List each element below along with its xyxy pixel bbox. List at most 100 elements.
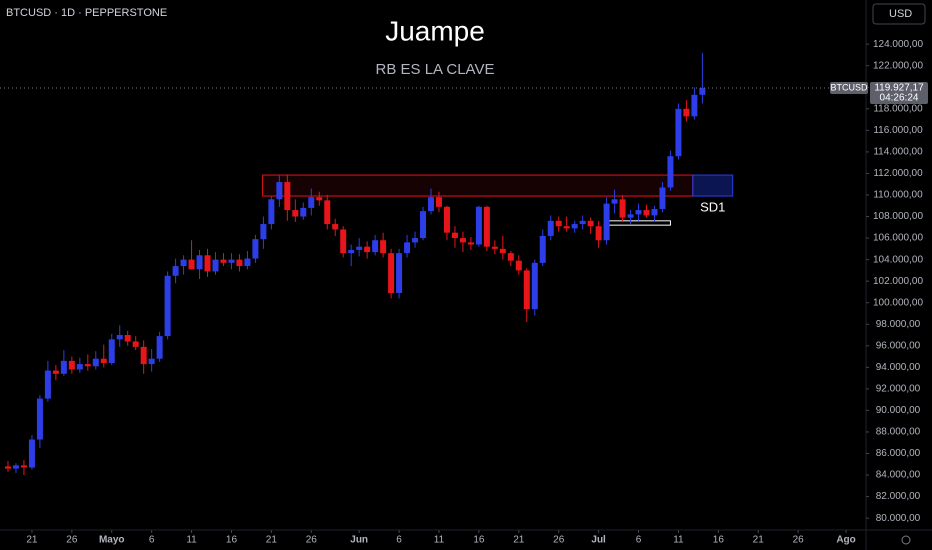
- plot-area: SD1: [4, 52, 734, 476]
- candle-body: [372, 240, 379, 253]
- price-line-name: BTCUSD: [830, 82, 868, 92]
- x-tick-label: 26: [793, 535, 805, 546]
- y-tick-label: 86.000,00: [876, 448, 921, 459]
- candle-body: [380, 240, 387, 254]
- currency-button[interactable]: [872, 3, 926, 25]
- y-tick-label: 106.000,00: [873, 233, 923, 244]
- y-tick-label: 84.000,00: [876, 470, 921, 481]
- x-tick-label: 11: [434, 535, 445, 546]
- candle-body: [651, 208, 658, 216]
- candle-body: [244, 258, 251, 267]
- y-tick-label: 88.000,00: [876, 427, 921, 438]
- candle-body: [316, 197, 323, 201]
- candle-body: [619, 199, 626, 218]
- x-tick-label: 16: [226, 535, 238, 546]
- candle-body: [148, 358, 155, 365]
- candle-body: [212, 259, 219, 272]
- x-tick-label: Jul: [591, 535, 606, 546]
- y-tick-label: 108.000,00: [873, 211, 923, 222]
- x-tick-label: 11: [673, 535, 684, 546]
- candle-body: [675, 108, 682, 157]
- x-tick-label: 16: [473, 535, 485, 546]
- candle-body: [515, 260, 522, 271]
- candle-body: [451, 232, 458, 239]
- y-tick-label: 118.000,00: [873, 103, 923, 114]
- candle-body: [188, 259, 195, 270]
- candle-body: [292, 210, 299, 217]
- candle-body: [404, 242, 411, 254]
- y-tick-label: 104.000,00: [873, 254, 923, 265]
- x-tick-label: 26: [553, 535, 565, 546]
- candle-body: [435, 197, 442, 207]
- candle-body: [643, 210, 650, 216]
- candle-body: [507, 253, 514, 261]
- candle-body: [324, 200, 331, 225]
- x-tick-label: 6: [149, 535, 155, 546]
- candle-body: [635, 210, 642, 215]
- candle-body: [180, 259, 187, 267]
- candle-body: [300, 207, 307, 217]
- price-label: 119.927,17: [874, 83, 924, 94]
- candle-body: [284, 182, 291, 211]
- candle-body: [132, 341, 139, 347]
- candle-body: [164, 275, 171, 337]
- candle-body: [523, 270, 530, 310]
- y-tick-label: 90.000,00: [876, 405, 921, 416]
- candle-body: [68, 360, 75, 370]
- x-tick-label: 21: [26, 535, 38, 546]
- x-tick-label: Jun: [350, 535, 368, 546]
- candle-body: [236, 259, 243, 267]
- y-tick-label: 80.000,00: [876, 513, 921, 524]
- x-tick-label: Mayo: [99, 535, 125, 546]
- settings-icon[interactable]: [901, 535, 911, 545]
- y-tick-label: 102.000,00: [873, 276, 923, 287]
- y-tick-label: 110.000,00: [873, 190, 923, 201]
- y-tick-label: 96.000,00: [876, 340, 921, 351]
- candle-body: [563, 226, 570, 229]
- x-tick-label: 26: [306, 535, 318, 546]
- candle-body: [348, 249, 355, 254]
- candle-body: [252, 239, 259, 259]
- candle-body: [196, 255, 203, 270]
- candle-body: [220, 259, 227, 263]
- y-tick-label: 92.000,00: [876, 384, 921, 395]
- zone: [262, 174, 694, 197]
- candle-body: [555, 220, 562, 227]
- candle-body: [364, 246, 371, 253]
- x-tick-label: 16: [713, 535, 725, 546]
- candle-body: [52, 370, 59, 374]
- candle-body: [260, 224, 267, 240]
- candle-body: [428, 197, 435, 212]
- candle-body: [611, 199, 618, 204]
- candle-body: [459, 238, 466, 243]
- x-tick-label: 21: [266, 535, 278, 546]
- x-tick-label: 6: [636, 535, 642, 546]
- candle-body: [156, 336, 163, 359]
- currency-label[interactable]: USD: [889, 8, 912, 20]
- price-line-name-box: [830, 82, 868, 95]
- candle-body: [12, 465, 19, 469]
- candle-body: [44, 370, 51, 399]
- candle-body: [204, 255, 211, 272]
- candle-body: [699, 88, 706, 95]
- candle-body: [340, 229, 347, 254]
- candle-body: [308, 197, 315, 208]
- y-tick-label: 82.000,00: [876, 491, 921, 502]
- x-tick-label: 21: [753, 535, 765, 546]
- chart-title: Juampe: [385, 15, 485, 46]
- candle-body: [683, 108, 690, 117]
- candle-body: [60, 360, 67, 374]
- candle-body: [483, 206, 490, 247]
- candle-body: [84, 364, 91, 367]
- y-tick-label: 100.000,00: [873, 297, 923, 308]
- candle-body: [356, 246, 363, 250]
- candle-body: [268, 199, 275, 225]
- y-tick-label: 122.000,00: [873, 60, 923, 71]
- candle-body: [332, 224, 339, 230]
- chart-subtitle: RB ES LA CLAVE: [376, 61, 495, 78]
- candle-body: [140, 346, 147, 365]
- candle-body: [603, 203, 610, 241]
- candle-body: [100, 358, 107, 364]
